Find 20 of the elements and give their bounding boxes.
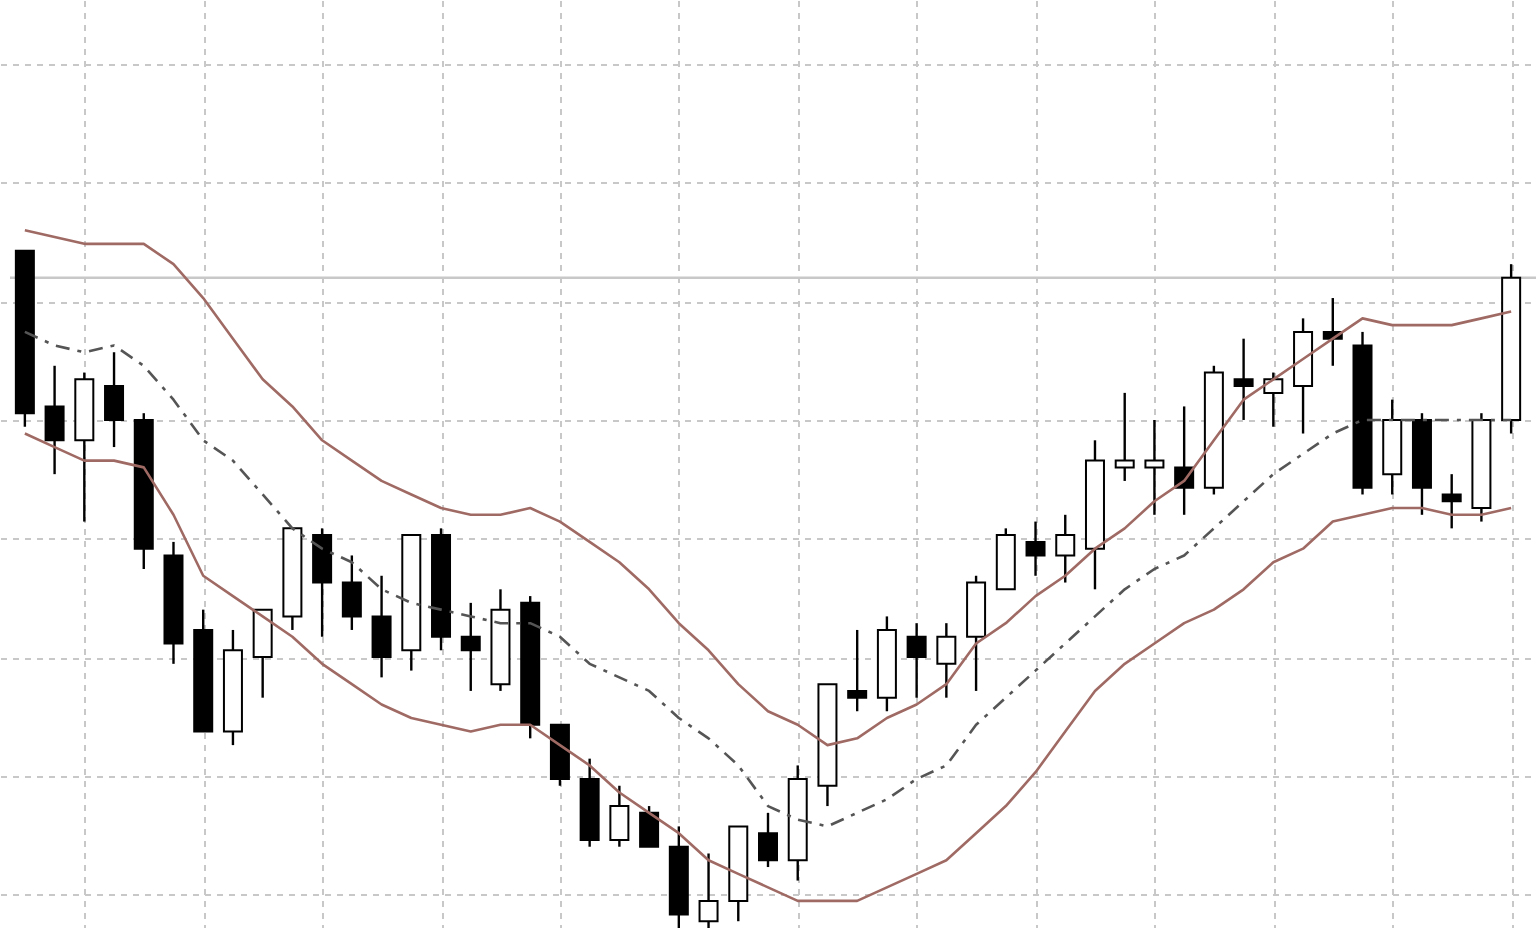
candlestick <box>906 621 927 699</box>
candlestick <box>1055 513 1076 584</box>
candlestick <box>341 554 362 632</box>
candlestick <box>639 804 660 848</box>
candlestick <box>1233 337 1254 422</box>
candlestick <box>847 628 868 713</box>
candlestick <box>104 351 125 449</box>
candlestick <box>1441 472 1462 530</box>
candlestick <box>758 811 778 869</box>
candlestick <box>609 784 630 848</box>
candlestick <box>1144 418 1165 516</box>
candlestick <box>1263 371 1284 428</box>
candlestick <box>1025 520 1046 577</box>
candlestick <box>312 527 333 638</box>
candlestick <box>936 621 957 699</box>
candlestick <box>371 574 392 679</box>
candlestick <box>460 601 481 693</box>
candlestick <box>44 364 65 476</box>
candlestick <box>1114 391 1135 483</box>
candlestick <box>252 608 273 699</box>
